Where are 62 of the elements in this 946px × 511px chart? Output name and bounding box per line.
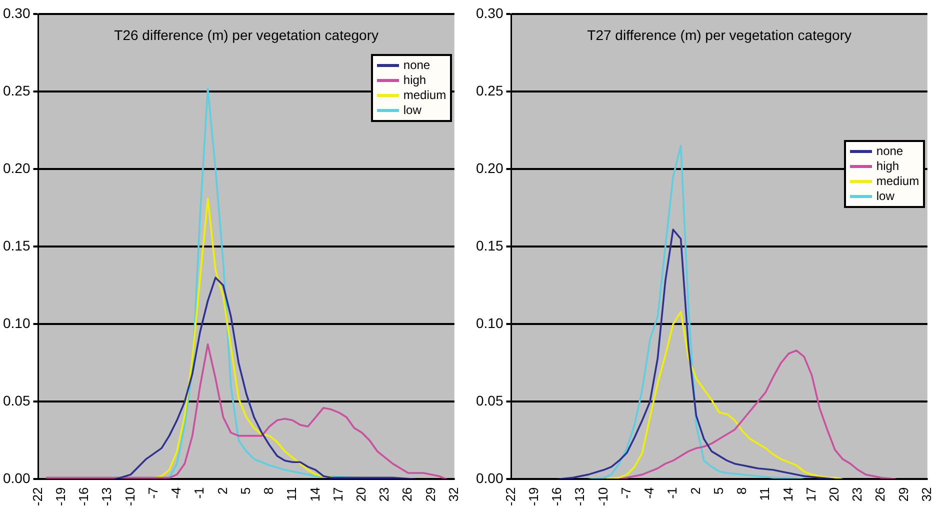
x-tick-label: -7 bbox=[618, 487, 634, 499]
x-tick-label: 17 bbox=[803, 487, 818, 502]
y-tick-label: 0.05 bbox=[476, 392, 504, 409]
x-tick-label: 20 bbox=[354, 487, 368, 502]
x-tick-label: 23 bbox=[376, 487, 392, 502]
y-tick-label: 0.30 bbox=[476, 4, 504, 21]
y-tick-label: 0.15 bbox=[476, 237, 504, 254]
legend-label: medium bbox=[403, 88, 446, 103]
x-tick-label: -19 bbox=[52, 487, 68, 506]
y-tick-label: 0.05 bbox=[3, 392, 30, 409]
x-tick-label: 26 bbox=[872, 487, 888, 502]
x-tick-label: -1 bbox=[664, 487, 680, 499]
legend-label: medium bbox=[876, 174, 920, 189]
legend-label: low bbox=[403, 103, 422, 118]
y-tick-label: 0.10 bbox=[476, 315, 504, 331]
legend-label: high bbox=[403, 73, 426, 88]
legend-label: none bbox=[403, 58, 430, 73]
x-tick-label: -10 bbox=[122, 487, 138, 506]
x-tick-label: 8 bbox=[261, 487, 276, 494]
y-tick-label: 0.30 bbox=[3, 4, 30, 21]
y-tick-label: 0.00 bbox=[3, 470, 30, 486]
x-tick-label: -16 bbox=[549, 487, 564, 506]
x-tick-label: 11 bbox=[757, 487, 772, 501]
x-tick-label: 26 bbox=[400, 487, 415, 502]
y-tick-label: 0.00 bbox=[476, 470, 504, 486]
x-tick-label: 2 bbox=[688, 487, 703, 494]
x-tick-label: -10 bbox=[595, 487, 610, 506]
x-tick-label: 32 bbox=[446, 487, 461, 502]
x-tick-label: -16 bbox=[76, 487, 92, 506]
x-tick-label: 2 bbox=[214, 487, 230, 494]
legend-label: none bbox=[876, 144, 904, 159]
x-tick-label: -1 bbox=[192, 487, 207, 499]
x-tick-label: 5 bbox=[710, 487, 726, 494]
x-tick-label: -19 bbox=[526, 487, 541, 506]
x-tick-label: 8 bbox=[734, 487, 750, 494]
legend-label: low bbox=[876, 188, 894, 204]
y-tick-label: 0.10 bbox=[3, 315, 30, 331]
x-tick-label: -13 bbox=[572, 487, 588, 506]
x-tick-label: 17 bbox=[330, 487, 346, 502]
x-tick-label: 29 bbox=[422, 487, 438, 502]
x-tick-label: 5 bbox=[238, 487, 253, 494]
x-tick-label: 29 bbox=[896, 487, 911, 502]
x-tick-label: 14 bbox=[780, 487, 796, 502]
y-tick-label: 0.25 bbox=[476, 82, 504, 98]
x-tick-label: -7 bbox=[145, 487, 160, 499]
legend-label: high bbox=[876, 158, 900, 174]
x-tick-label: -22 bbox=[502, 487, 518, 506]
y-tick-label: 0.20 bbox=[3, 160, 30, 176]
y-tick-label: 0.25 bbox=[3, 82, 30, 98]
x-tick-label: -4 bbox=[642, 487, 657, 499]
y-tick-label: 0.15 bbox=[3, 237, 30, 254]
x-tick-label: 14 bbox=[307, 487, 322, 502]
x-tick-label: -22 bbox=[30, 487, 45, 506]
x-tick-label: 32 bbox=[918, 487, 934, 502]
text: T26 difference (m) per vegetation category bbox=[114, 26, 378, 43]
x-tick-label: -4 bbox=[168, 487, 184, 499]
x-tick-label: -13 bbox=[99, 487, 114, 506]
x-tick-label: 11 bbox=[284, 487, 300, 501]
x-tick-label: 20 bbox=[826, 487, 842, 502]
y-tick-label: 0.20 bbox=[476, 160, 504, 176]
text: T27 difference (m) per vegetation category bbox=[587, 26, 852, 43]
x-tick-label: 23 bbox=[850, 487, 865, 502]
